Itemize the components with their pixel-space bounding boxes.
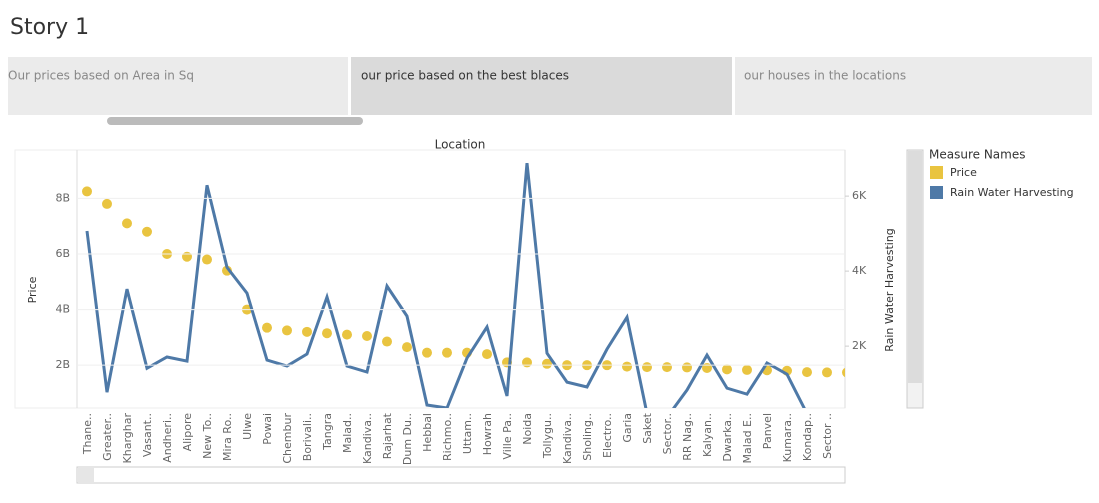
x-tick-label: Sector .. xyxy=(821,413,834,459)
price-dot xyxy=(82,186,92,197)
price-dot xyxy=(802,367,812,378)
x-tick-label: Andheri.. xyxy=(161,413,174,463)
x-tick-label: Electro.. xyxy=(601,413,614,458)
tab[interactable] xyxy=(351,57,732,115)
x-tick-label: Tangra xyxy=(321,413,334,451)
x-tick-label: Ville Pa.. xyxy=(501,413,514,460)
x-tick-label: Sholing.. xyxy=(581,413,594,461)
x-tick-label: Hebbal xyxy=(421,413,434,452)
price-dot xyxy=(662,362,672,373)
x-tick-label: Kandiva.. xyxy=(361,413,374,464)
x-tick-label: Saket xyxy=(641,412,654,443)
price-dot xyxy=(682,362,692,373)
x-tick-label: Kandiva.. xyxy=(561,413,574,464)
x-tick-label: Powai xyxy=(261,413,274,445)
x-tick-label: Mira Ro.. xyxy=(221,413,234,461)
price-dot xyxy=(342,329,352,340)
price-dot xyxy=(542,358,552,369)
price-dot xyxy=(642,362,652,373)
tab-label[interactable]: Our prices based on Area in Sq xyxy=(8,69,194,83)
h-scrollbar[interactable] xyxy=(76,466,846,484)
price-dot xyxy=(322,328,332,339)
y2-axis-title: Rain Water Harvesting xyxy=(883,228,896,352)
plot-area xyxy=(82,162,845,408)
x-tick-label: Dum Du.. xyxy=(401,413,414,465)
scrollbar[interactable] xyxy=(107,117,363,125)
price-dot xyxy=(182,251,192,262)
price-dot xyxy=(302,326,312,337)
x-tick-label: Thane.. xyxy=(81,413,94,455)
price-dot xyxy=(282,325,292,336)
x-tick-label: Greater.. xyxy=(101,413,114,461)
price-dot xyxy=(362,330,372,341)
x-tick-label: Tollygu.. xyxy=(541,413,554,459)
rain-water-line xyxy=(85,162,806,408)
x-tick-label: Noida xyxy=(521,413,534,445)
price-dot xyxy=(422,347,432,358)
y-tick-label: 4B xyxy=(55,303,70,316)
price-dot xyxy=(122,218,132,229)
x-tick-label: Howrah xyxy=(481,413,494,455)
x-tick-label: Rajarhat xyxy=(381,412,394,459)
x-tick-label: Richmo.. xyxy=(441,413,454,461)
tab[interactable] xyxy=(8,57,348,115)
y2-tick-label: 6K xyxy=(852,189,867,202)
x-tick-label: Vasant.. xyxy=(141,413,154,457)
y-tick-label: 6B xyxy=(55,247,70,260)
legend-label: Rain Water Harvesting xyxy=(950,186,1074,199)
y-axis-title: Price xyxy=(26,276,39,303)
plot-frame xyxy=(14,149,846,409)
y-tick-label: 8B xyxy=(55,191,70,204)
price-dot xyxy=(702,362,712,373)
price-dot xyxy=(262,322,272,333)
x-tick-label: Kharghar xyxy=(121,413,134,464)
x-tick-label: New To.. xyxy=(201,413,214,459)
tab[interactable] xyxy=(735,57,1092,115)
price-dot xyxy=(822,367,832,378)
h-scroll-thumb[interactable] xyxy=(78,468,94,482)
price-dot xyxy=(142,226,152,237)
legend-title: Measure Names xyxy=(929,148,1025,162)
y2-tick-label: 4K xyxy=(852,264,867,277)
y-tick-label: 2B xyxy=(55,358,70,371)
x-tick-label: Dwarka.. xyxy=(721,413,734,462)
tab-label[interactable]: our price based on the best blaces xyxy=(361,69,569,83)
price-dot xyxy=(842,367,845,377)
legend-label: Price xyxy=(950,166,977,179)
price-dot xyxy=(742,364,752,375)
v-scroll-thumb[interactable] xyxy=(908,151,922,383)
price-dot xyxy=(402,342,412,353)
x-tick-label: Kalyan.. xyxy=(701,413,714,457)
x-tick-label: Panvel xyxy=(761,413,774,449)
price-dot xyxy=(722,364,732,375)
x-tick-label: Malad.. xyxy=(341,413,354,453)
x-tick-label: Uttam.. xyxy=(461,413,474,454)
story-title: Story 1 xyxy=(10,15,89,40)
price-dot xyxy=(622,361,632,372)
x-tick-label: Ulwe xyxy=(241,413,254,440)
x-tick-label: Chembur xyxy=(281,413,294,464)
y2-tick-label: 2K xyxy=(852,339,867,352)
price-dot xyxy=(102,198,112,209)
x-tick-label: Malad E.. xyxy=(741,413,754,463)
price-dot xyxy=(382,336,392,347)
x-tick-label: Alipore xyxy=(181,413,194,452)
price-dot xyxy=(522,357,532,368)
x-tick-label: Kumara.. xyxy=(781,413,794,462)
legend-swatch xyxy=(930,186,943,199)
x-tick-label: RR Nag.. xyxy=(681,413,694,461)
x-tick-label: Sector.. xyxy=(661,413,674,454)
tab-label[interactable]: our houses in the locations xyxy=(744,69,906,83)
x-tick-label: Garia xyxy=(621,413,634,443)
price-dot xyxy=(482,349,492,360)
price-dot xyxy=(202,254,212,265)
x-tick-label: Borivali.. xyxy=(301,413,314,461)
x-tick-label: Kondap.. xyxy=(801,413,814,461)
price-dot xyxy=(442,347,452,358)
legend-swatch xyxy=(930,166,943,179)
x-header: Location xyxy=(435,138,486,152)
